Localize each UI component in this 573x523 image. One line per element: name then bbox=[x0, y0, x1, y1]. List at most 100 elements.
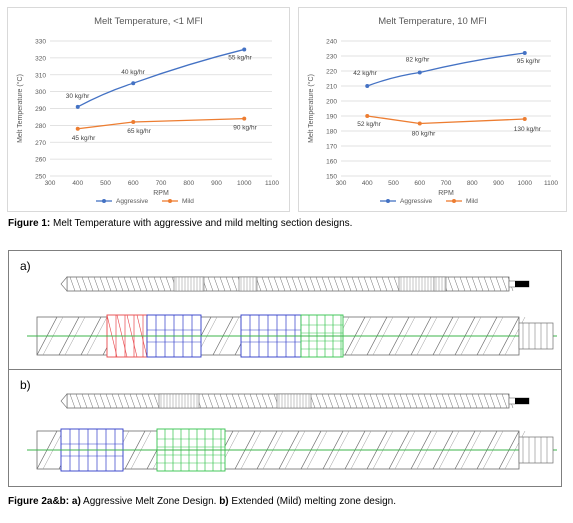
screw-flight bbox=[111, 276, 118, 292]
data-point-mild bbox=[417, 121, 422, 126]
screw-panel-b: b) bbox=[8, 369, 562, 487]
data-label: 65 kg/hr bbox=[127, 128, 151, 135]
legend-label-mild: Mild bbox=[182, 198, 194, 205]
screw-flight bbox=[219, 393, 226, 409]
screw-flight bbox=[501, 393, 508, 409]
x-tick-label: 1000 bbox=[518, 180, 533, 187]
screw-flight bbox=[471, 393, 478, 409]
y-tick-label: 290 bbox=[35, 106, 46, 113]
screw-flight bbox=[99, 393, 106, 409]
screw-end-cap bbox=[515, 281, 529, 287]
series-line-mild bbox=[77, 117, 245, 130]
screw-flight bbox=[423, 393, 430, 409]
legend-label-mild: Mild bbox=[466, 198, 478, 205]
screw-flight bbox=[153, 393, 160, 409]
screw-flight bbox=[339, 276, 346, 292]
data-point-aggressive bbox=[75, 104, 80, 109]
screw-flight bbox=[69, 276, 76, 292]
x-tick-label: 900 bbox=[211, 180, 222, 187]
screw-flight bbox=[321, 276, 328, 292]
series-line-aggressive bbox=[77, 48, 245, 108]
screw-flight bbox=[345, 276, 352, 292]
screw-flight bbox=[459, 393, 466, 409]
screw-flight bbox=[483, 393, 490, 409]
data-label: 45 kg/hr bbox=[72, 135, 96, 142]
screw-flight bbox=[141, 393, 148, 409]
screw-flight bbox=[147, 276, 154, 292]
screw-drawing-aggressive bbox=[27, 276, 557, 358]
chart-melt-temp-low-mfi: Melt Temperature, <1 MFI 250 260 270 280 290 3… bbox=[7, 7, 290, 212]
screw-flight bbox=[123, 276, 130, 292]
screw-flight bbox=[393, 393, 400, 409]
data-point-mild bbox=[522, 117, 527, 121]
y-tick-label: 190 bbox=[326, 114, 337, 121]
figure-2-part-b-text: Extended (Mild) melting zone design. bbox=[228, 496, 396, 507]
screw-flight bbox=[387, 393, 394, 409]
x-tick-label: 600 bbox=[128, 180, 139, 187]
screw-flight bbox=[213, 276, 220, 292]
screw-flight bbox=[465, 276, 472, 292]
x-tick-label: 800 bbox=[467, 180, 478, 187]
screw-detail-shaft bbox=[518, 436, 554, 464]
data-point-aggressive bbox=[417, 70, 422, 75]
screw-flight bbox=[75, 393, 82, 409]
screw-flight bbox=[477, 276, 484, 292]
figure-2-part-a-text: Aggressive Melt Zone Design. bbox=[80, 496, 220, 507]
chart-melt-temp-10-mfi: Melt Temperature, 10 MFI 150 160 170 180 190 2… bbox=[298, 7, 567, 212]
screw-flight bbox=[483, 276, 490, 292]
figure-2-part-b-label: b) bbox=[219, 496, 229, 507]
screw-flight bbox=[447, 393, 454, 409]
chart-svg-low-mfi: Melt Temperature, <1 MFI 250 260 270 280 290 3… bbox=[16, 16, 279, 205]
screw-flight bbox=[327, 276, 334, 292]
screw-flight bbox=[381, 276, 388, 292]
kneading-block-small bbox=[433, 276, 447, 292]
screw-flight bbox=[117, 393, 124, 409]
screw-flight bbox=[471, 276, 478, 292]
screw-flight bbox=[291, 276, 298, 292]
figure-1-label: Figure 1: bbox=[8, 218, 51, 229]
y-tick-label: 230 bbox=[326, 54, 337, 61]
data-label: 95 kg/hr bbox=[517, 58, 541, 65]
screw-flight bbox=[375, 276, 382, 292]
data-point-aggressive bbox=[522, 51, 527, 55]
screw-flight bbox=[219, 276, 226, 292]
screw-flight bbox=[249, 393, 256, 409]
y-axis-label: Melt Temperature (°C) bbox=[16, 74, 24, 143]
screw-flight bbox=[297, 276, 304, 292]
screw-flight bbox=[339, 393, 346, 409]
legend-marker-mild bbox=[168, 199, 172, 203]
screw-flight bbox=[225, 276, 232, 292]
screw-flight bbox=[111, 393, 118, 409]
screw-flight bbox=[105, 393, 112, 409]
screw-flight bbox=[357, 393, 364, 409]
y-tick-label: 250 bbox=[35, 174, 46, 181]
y-tick-label: 300 bbox=[35, 89, 46, 96]
screw-flight bbox=[465, 393, 472, 409]
x-tick-label: 900 bbox=[493, 180, 504, 187]
screw-flight bbox=[303, 276, 310, 292]
data-label: 55 kg/hr bbox=[228, 54, 252, 61]
data-point-aggressive bbox=[365, 84, 370, 88]
screw-flight bbox=[279, 276, 286, 292]
chart-svg-10-mfi: Melt Temperature, 10 MFI 150 160 170 180 190 2… bbox=[307, 16, 558, 205]
screw-flight bbox=[165, 276, 172, 292]
kneading-block-small bbox=[238, 276, 258, 292]
screw-flight bbox=[435, 393, 442, 409]
data-label: 52 kg/hr bbox=[357, 121, 381, 128]
screw-drawing-mild bbox=[27, 393, 557, 472]
screw-flight bbox=[261, 393, 268, 409]
figure-2-part-a-label: a) bbox=[69, 496, 81, 507]
kneading-block-small bbox=[173, 276, 205, 292]
screw-flight bbox=[495, 276, 502, 292]
screw-flight bbox=[333, 276, 340, 292]
data-point-aggressive bbox=[242, 47, 247, 52]
screw-flight bbox=[411, 393, 418, 409]
series-line-mild bbox=[367, 115, 525, 125]
screw-flight bbox=[309, 276, 316, 292]
screw-flight bbox=[117, 276, 124, 292]
screw-flight bbox=[207, 276, 214, 292]
screw-flight bbox=[387, 276, 394, 292]
figure-2-label: Figure 2a&b: bbox=[8, 496, 70, 507]
data-point-mild bbox=[365, 114, 370, 118]
data-point-mild bbox=[75, 126, 80, 131]
